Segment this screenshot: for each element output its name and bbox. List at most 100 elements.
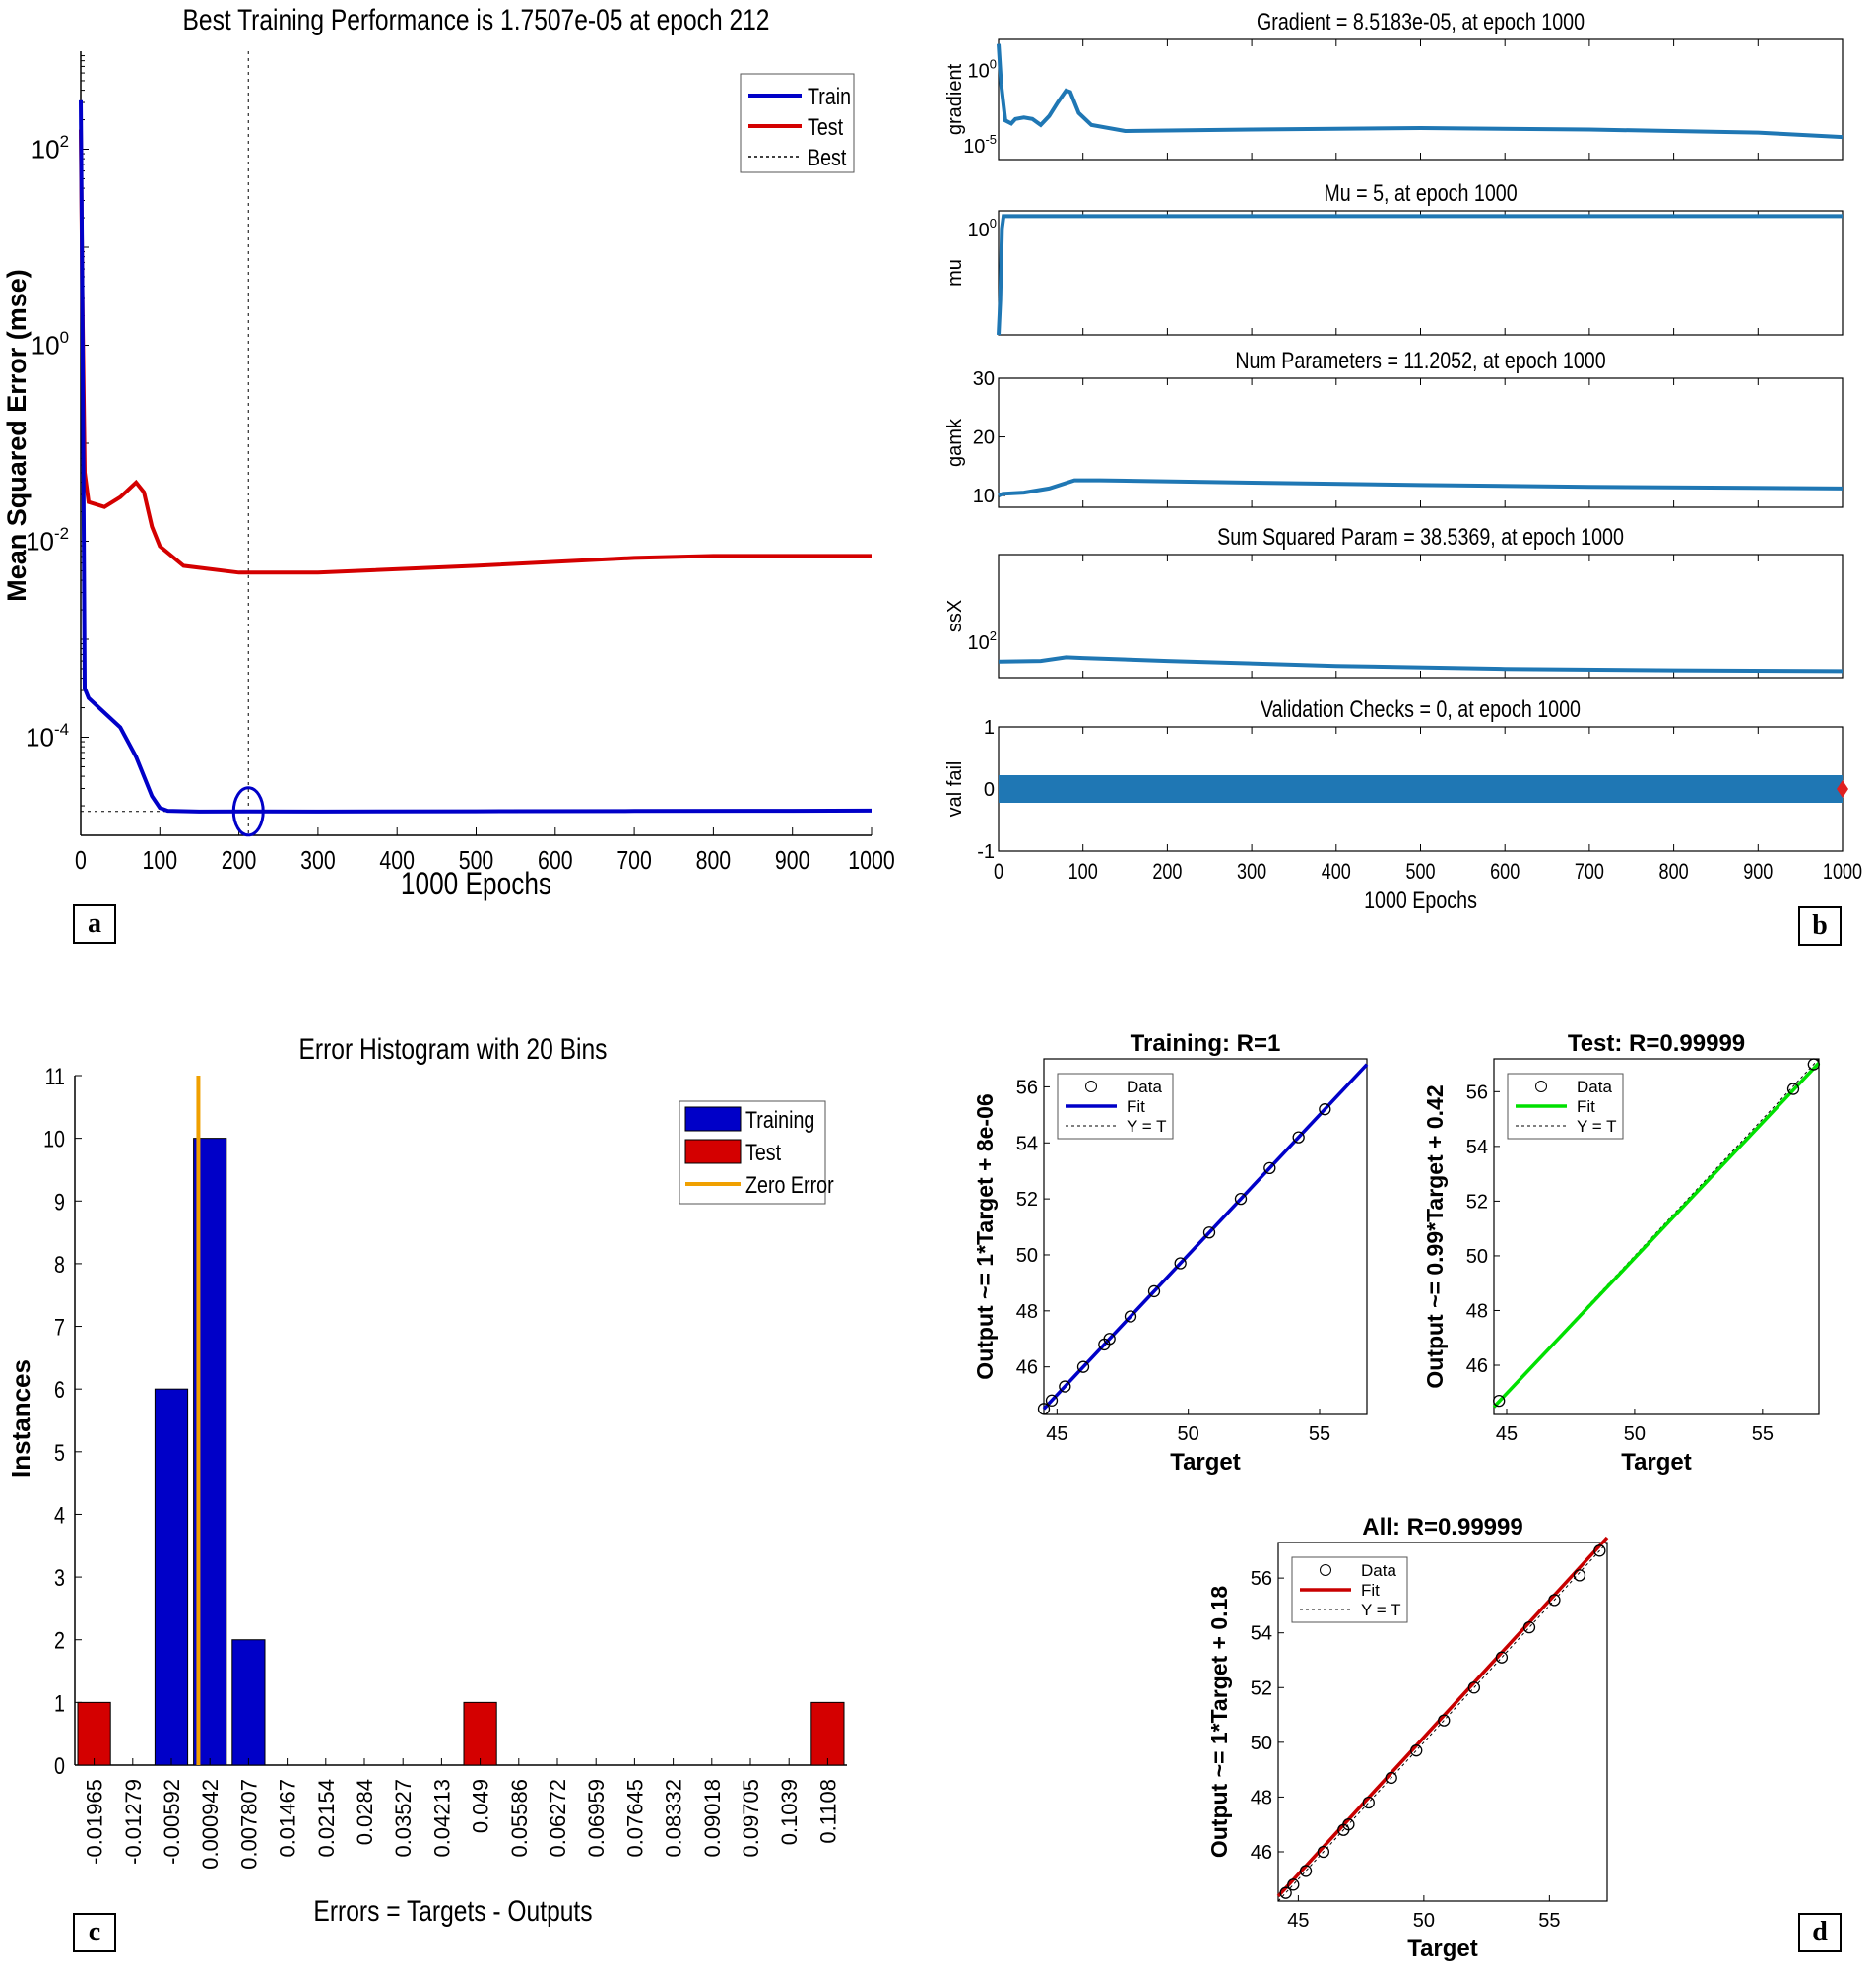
a-x-tick-label: 200 <box>222 846 257 876</box>
d-data-point <box>1287 1878 1300 1891</box>
d-x-tick-label: 50 <box>1178 1423 1199 1445</box>
d-y-tick-label: 56 <box>1466 1082 1488 1103</box>
d-legend-label: Data <box>1361 1561 1396 1580</box>
c-x-tick-label: 0.1108 <box>815 1779 840 1844</box>
c-title: Error Histogram with 20 Bins <box>299 1032 608 1066</box>
c-x-tick-label: 0.007807 <box>236 1779 261 1870</box>
b-subplot-title: Gradient = 8.5183e-05, at epoch 1000 <box>1257 8 1585 34</box>
a-x-tick-label: 1000 <box>848 846 894 876</box>
a-x-tick-label: 400 <box>379 846 415 876</box>
a-plot-area <box>81 51 872 835</box>
d-subplot-title: Training: R=1 <box>1131 1030 1281 1057</box>
c-x-tick-label: 0.09018 <box>700 1779 725 1858</box>
c-x-tick-label: 0.03527 <box>391 1779 416 1858</box>
c-x-tick-label: 0.07645 <box>622 1779 647 1858</box>
d-x-tick-label: 45 <box>1496 1423 1518 1445</box>
a-x-tick-label: 500 <box>459 846 494 876</box>
b-x-tick-label: 400 <box>1322 860 1351 884</box>
c-x-tick-label: 0.000942 <box>198 1779 223 1870</box>
c-y-tick-label: 10 <box>43 1126 65 1152</box>
d-y-tick-label: 48 <box>1251 1787 1272 1808</box>
d-y-tick-label: 50 <box>1466 1246 1488 1268</box>
d-data-point <box>1342 1818 1355 1831</box>
d-data-point <box>1319 1103 1331 1116</box>
c-x-tick-label: -0.00592 <box>160 1779 184 1865</box>
d-legend-label: Data <box>1127 1078 1162 1096</box>
c-y-tick-label: 0 <box>54 1752 65 1779</box>
c-y-tick-label: 11 <box>45 1063 65 1089</box>
c-legend-label: Training <box>745 1106 814 1133</box>
b-y-tick-label: 30 <box>973 368 995 390</box>
a-legend-label: Train <box>808 83 851 109</box>
d-y-tick-label: 52 <box>1251 1677 1272 1699</box>
b-y-tick-label: -1 <box>977 841 995 863</box>
d-x-tick-label: 50 <box>1413 1910 1435 1932</box>
c-legend-swatch <box>684 1106 742 1132</box>
c-x-tick-label: -0.01965 <box>83 1779 107 1865</box>
d-data-point <box>1124 1310 1137 1323</box>
d-y-tick-label: 54 <box>1466 1137 1488 1158</box>
d-data-point <box>1410 1744 1423 1757</box>
d-x-tick-label: 55 <box>1309 1423 1330 1445</box>
d-y-tick-label: 48 <box>1016 1301 1038 1323</box>
c-x-tick-label: 0.049 <box>469 1779 493 1833</box>
c-x-tick-label: 0.04213 <box>429 1779 454 1858</box>
d-data-point <box>1059 1380 1071 1393</box>
c-y-tick-label: 2 <box>54 1627 65 1654</box>
d-y-tick-label: 46 <box>1251 1842 1272 1864</box>
d-y-tick-label: 48 <box>1466 1300 1488 1322</box>
b-y-tick-label: 100 <box>968 216 997 241</box>
b-y-tick-label: 100 <box>968 57 997 83</box>
a-title: Best Training Performance is 1.7507e-05 … <box>183 3 770 36</box>
b-y-tick-label: 1 <box>984 717 995 739</box>
c-bar-test <box>77 1701 111 1766</box>
a-x-tick-label: 0 <box>75 846 87 876</box>
b-y-tick-label: 10-5 <box>963 132 997 158</box>
c-legend-swatch <box>684 1139 742 1164</box>
b-y-tick-label: 102 <box>968 628 997 654</box>
d-data-point <box>1234 1192 1248 1206</box>
a-legend-label: Best <box>808 144 846 170</box>
c-y-tick-label: 7 <box>54 1314 65 1341</box>
d-legend-label: Y = T <box>1361 1601 1400 1619</box>
b-y-tick-label: 10 <box>973 486 995 507</box>
b-y-tick-label: 0 <box>984 779 995 801</box>
b-subplot-line <box>998 478 1844 497</box>
d-y-tick-label: 54 <box>1251 1623 1272 1645</box>
d-data-point <box>1263 1161 1276 1175</box>
d-y-tick-label: 46 <box>1016 1357 1038 1379</box>
d-data-point <box>1467 1681 1481 1694</box>
b-subplot-ylabel: mu <box>944 259 966 287</box>
a-y-tick-label: 10-4 <box>26 720 69 753</box>
c-x-tick-label: 0.01467 <box>276 1779 300 1858</box>
b-x-tick-label: 1000 <box>1823 860 1862 884</box>
d-x-tick-label: 45 <box>1287 1910 1309 1932</box>
a-x-tick-label: 900 <box>775 846 810 876</box>
d-data-point <box>1362 1796 1375 1809</box>
d-data-point <box>1495 1651 1509 1664</box>
panel-label-b: b <box>1798 906 1842 946</box>
d-subplot-ylabel: Output ~= 1*Target + 8e-06 <box>972 1093 998 1379</box>
b-subplot-ylabel: val fail <box>944 761 966 818</box>
d-data-point <box>1279 1886 1292 1899</box>
d-data-point <box>1385 1771 1397 1785</box>
b-x-tick-label: 300 <box>1237 860 1266 884</box>
d-subplot-title: Test: R=0.99999 <box>1568 1030 1745 1057</box>
a-x-tick-label: 600 <box>538 846 573 876</box>
d-fit-line <box>1492 1062 1821 1409</box>
d-data-point <box>1292 1131 1305 1144</box>
b-subplot-title: Sum Squared Param = 38.5369, at epoch 10… <box>1217 523 1624 550</box>
a-y-tick-label: 10-2 <box>26 524 69 557</box>
b-x-tick-label: 800 <box>1659 860 1689 884</box>
c-x-tick-label: 0.05586 <box>507 1779 532 1858</box>
d-data-point <box>1786 1083 1800 1095</box>
c-x-tick-label: 0.06959 <box>584 1779 609 1858</box>
b-y-tick-label: 20 <box>973 427 995 449</box>
b-valfail-marker <box>1837 780 1848 798</box>
d-legend-swatch <box>1320 1564 1331 1576</box>
b-subplot-title: Mu = 5, at epoch 1000 <box>1324 179 1517 206</box>
b-subplot-ylabel: gradient <box>944 63 966 135</box>
a-y-tick-label: 102 <box>32 132 69 164</box>
b-x-tick-label: 900 <box>1743 860 1773 884</box>
